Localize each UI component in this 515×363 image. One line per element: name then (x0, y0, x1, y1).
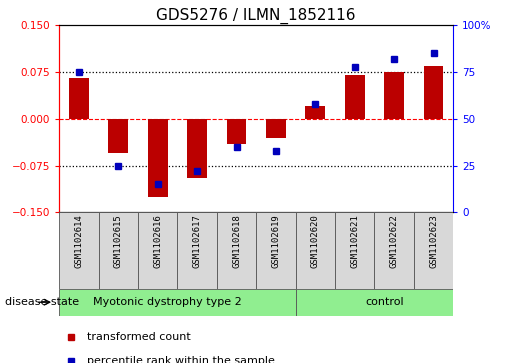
Bar (384, 72, 404, 119)
Text: GSM1102615: GSM1102615 (114, 215, 123, 268)
Text: GSM1102616: GSM1102616 (153, 215, 162, 268)
Bar (109, 119, 128, 153)
Text: transformed count: transformed count (87, 332, 191, 342)
Bar (305, 106, 325, 119)
FancyBboxPatch shape (296, 212, 335, 289)
Text: GSM1102622: GSM1102622 (390, 215, 399, 268)
Text: GSM1102623: GSM1102623 (429, 215, 438, 268)
FancyBboxPatch shape (59, 289, 296, 316)
FancyBboxPatch shape (374, 212, 414, 289)
FancyBboxPatch shape (177, 212, 217, 289)
Text: GSM1102614: GSM1102614 (75, 215, 83, 268)
Bar (345, 75, 365, 119)
FancyBboxPatch shape (99, 212, 138, 289)
Bar (69, 78, 89, 119)
FancyBboxPatch shape (138, 212, 177, 289)
Text: GSM1102621: GSM1102621 (350, 215, 359, 268)
Text: GSM1102620: GSM1102620 (311, 215, 320, 268)
Text: Myotonic dystrophy type 2: Myotonic dystrophy type 2 (93, 297, 242, 307)
Title: GDS5276 / ILMN_1852116: GDS5276 / ILMN_1852116 (157, 8, 356, 24)
FancyBboxPatch shape (296, 289, 453, 316)
Text: GSM1102617: GSM1102617 (193, 215, 201, 268)
Text: control: control (365, 297, 404, 307)
Text: disease state: disease state (5, 297, 79, 307)
FancyBboxPatch shape (59, 212, 99, 289)
Bar (227, 119, 246, 144)
Text: GSM1102619: GSM1102619 (271, 215, 280, 268)
FancyBboxPatch shape (335, 212, 374, 289)
Text: percentile rank within the sample: percentile rank within the sample (87, 356, 274, 363)
FancyBboxPatch shape (414, 212, 453, 289)
Bar (266, 119, 286, 138)
FancyBboxPatch shape (217, 212, 256, 289)
Text: GSM1102618: GSM1102618 (232, 215, 241, 268)
Bar (187, 119, 207, 178)
Bar (424, 66, 443, 119)
FancyBboxPatch shape (256, 212, 296, 289)
Bar (148, 119, 167, 197)
